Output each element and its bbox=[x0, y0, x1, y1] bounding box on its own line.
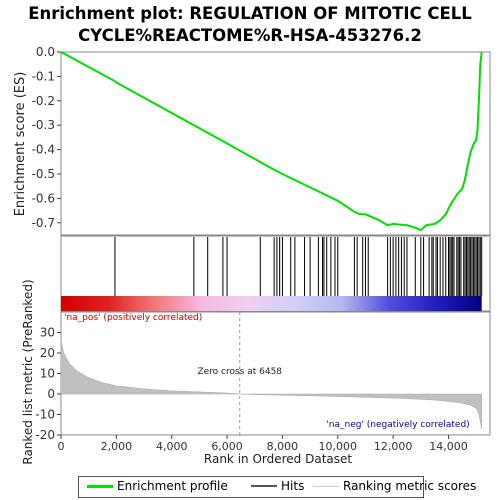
zero-cross-label: Zero cross at 6458 bbox=[197, 367, 282, 377]
metric-panel: Zero cross at 6458 'na_pos' (positively c… bbox=[35, 311, 491, 453]
es-tick-label: -0.6 bbox=[32, 191, 55, 205]
metric-tick-label: 10 bbox=[40, 367, 55, 381]
es-panel: 0.0 -0.1 -0.2 -0.3 -0.4 -0.5 -0.6 -0.7 bbox=[32, 45, 491, 236]
metric-tick-label: 0 bbox=[47, 387, 55, 401]
metric-tick-label: 30 bbox=[40, 326, 55, 340]
x-tick-label: 6,000 bbox=[211, 440, 243, 453]
legend-item-hits: Hits bbox=[251, 479, 304, 493]
es-plot-frame bbox=[60, 51, 491, 236]
chart-title-line-2: CYCLE%REACTOME%R-HSA-453276.2 bbox=[78, 26, 422, 45]
hits-panel bbox=[60, 235, 491, 312]
es-tick-label: 0.0 bbox=[36, 45, 55, 59]
legend-profile-label: Enrichment profile bbox=[117, 479, 228, 493]
es-tick-label: -0.4 bbox=[32, 143, 55, 157]
es-tick-label: -0.1 bbox=[32, 69, 55, 83]
metric-axis-label: Ranked list metric (PreRanked) bbox=[21, 279, 35, 464]
es-tick-label: -0.7 bbox=[32, 216, 55, 230]
es-tick-label: -0.5 bbox=[32, 167, 55, 181]
metric-tick-label: 20 bbox=[40, 346, 55, 360]
positive-correlation-label: 'na_pos' (positively correlated) bbox=[64, 313, 202, 323]
profile-line-icon bbox=[87, 484, 113, 488]
metric-tick-label: -20 bbox=[35, 428, 55, 442]
es-tick-label: -0.2 bbox=[32, 94, 55, 108]
x-tick-label: 4,000 bbox=[156, 440, 188, 453]
metric-tick-label: -10 bbox=[35, 408, 55, 422]
x-axis-label: Rank in Ordered Dataset bbox=[204, 452, 352, 466]
legend-hits-label: Hits bbox=[281, 479, 305, 493]
enrichment-profile-line bbox=[60, 51, 483, 232]
legend: Enrichment profile Hits Ranking metric s… bbox=[78, 476, 476, 498]
x-tick-label: 12,000 bbox=[374, 440, 413, 453]
ranking-heatmap-bar bbox=[61, 296, 482, 311]
x-tick-label: 2,000 bbox=[101, 440, 133, 453]
es-tick-label: -0.3 bbox=[32, 118, 55, 132]
hits-line-icon bbox=[251, 485, 277, 487]
x-tick-label: 0 bbox=[58, 440, 65, 453]
x-tick-label: 14,000 bbox=[429, 440, 468, 453]
x-tick-label: 10,000 bbox=[319, 440, 358, 453]
legend-item-profile: Enrichment profile bbox=[87, 479, 228, 493]
es-axis-label: Enrichment score (ES) bbox=[13, 72, 28, 217]
negative-correlation-label: 'na_neg' (negatively correlated) bbox=[326, 420, 469, 430]
ranking-metric-area bbox=[60, 338, 482, 429]
metric-line-icon bbox=[313, 485, 339, 487]
legend-item-metric: Ranking metric scores bbox=[313, 479, 476, 493]
x-tick-label: 8,000 bbox=[267, 440, 299, 453]
metric-plot-frame bbox=[60, 311, 491, 436]
chart-title-line-1: Enrichment plot: REGULATION OF MITOTIC C… bbox=[28, 4, 472, 23]
legend-metric-label: Ranking metric scores bbox=[343, 479, 477, 493]
